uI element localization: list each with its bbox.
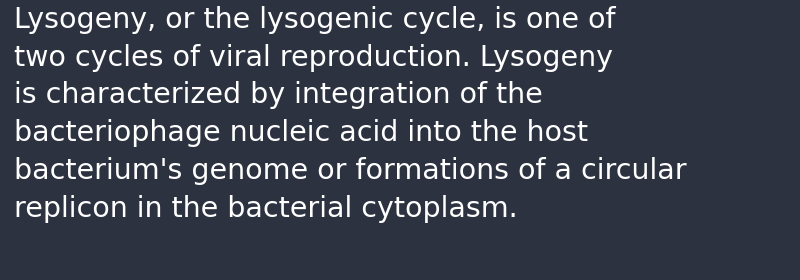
Text: Lysogeny, or the lysogenic cycle, is one of
two cycles of viral reproduction. Ly: Lysogeny, or the lysogenic cycle, is one…: [14, 6, 687, 223]
